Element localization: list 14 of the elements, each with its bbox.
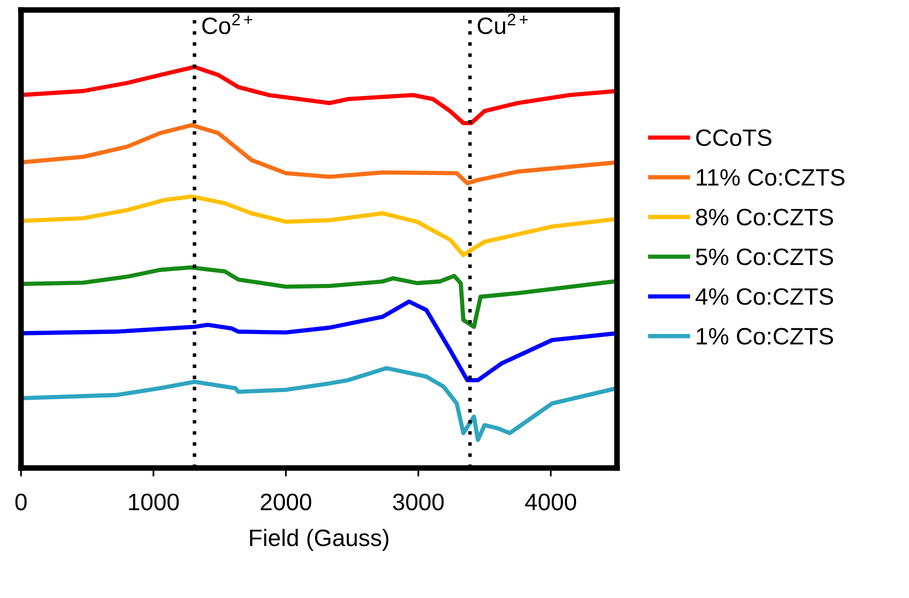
legend-label: 5% Co:CZTS [696,248,834,266]
x-tick-label: 3000 [392,494,444,510]
x-axis-title: Field (Gauss) [250,528,388,551]
x-tick-label: 0 [15,494,27,510]
x-tick-label: 2000 [260,494,312,510]
legend-label: 11% Co:CZTS [696,169,844,186]
x-tick-label: 4000 [525,494,576,510]
ref-line-label: Co$^{2+}$ [202,14,252,34]
legend-label: CCoTS [696,129,772,146]
legend-label: 8% Co:CZTS [696,208,834,226]
x-tick-label: 1000 [128,494,179,510]
legend-label: 1% Co:CZTS [696,328,834,345]
legend-label: 4% Co:CZTS [696,288,834,305]
ref-line-label: Cu$^{2+}$ [478,14,528,34]
